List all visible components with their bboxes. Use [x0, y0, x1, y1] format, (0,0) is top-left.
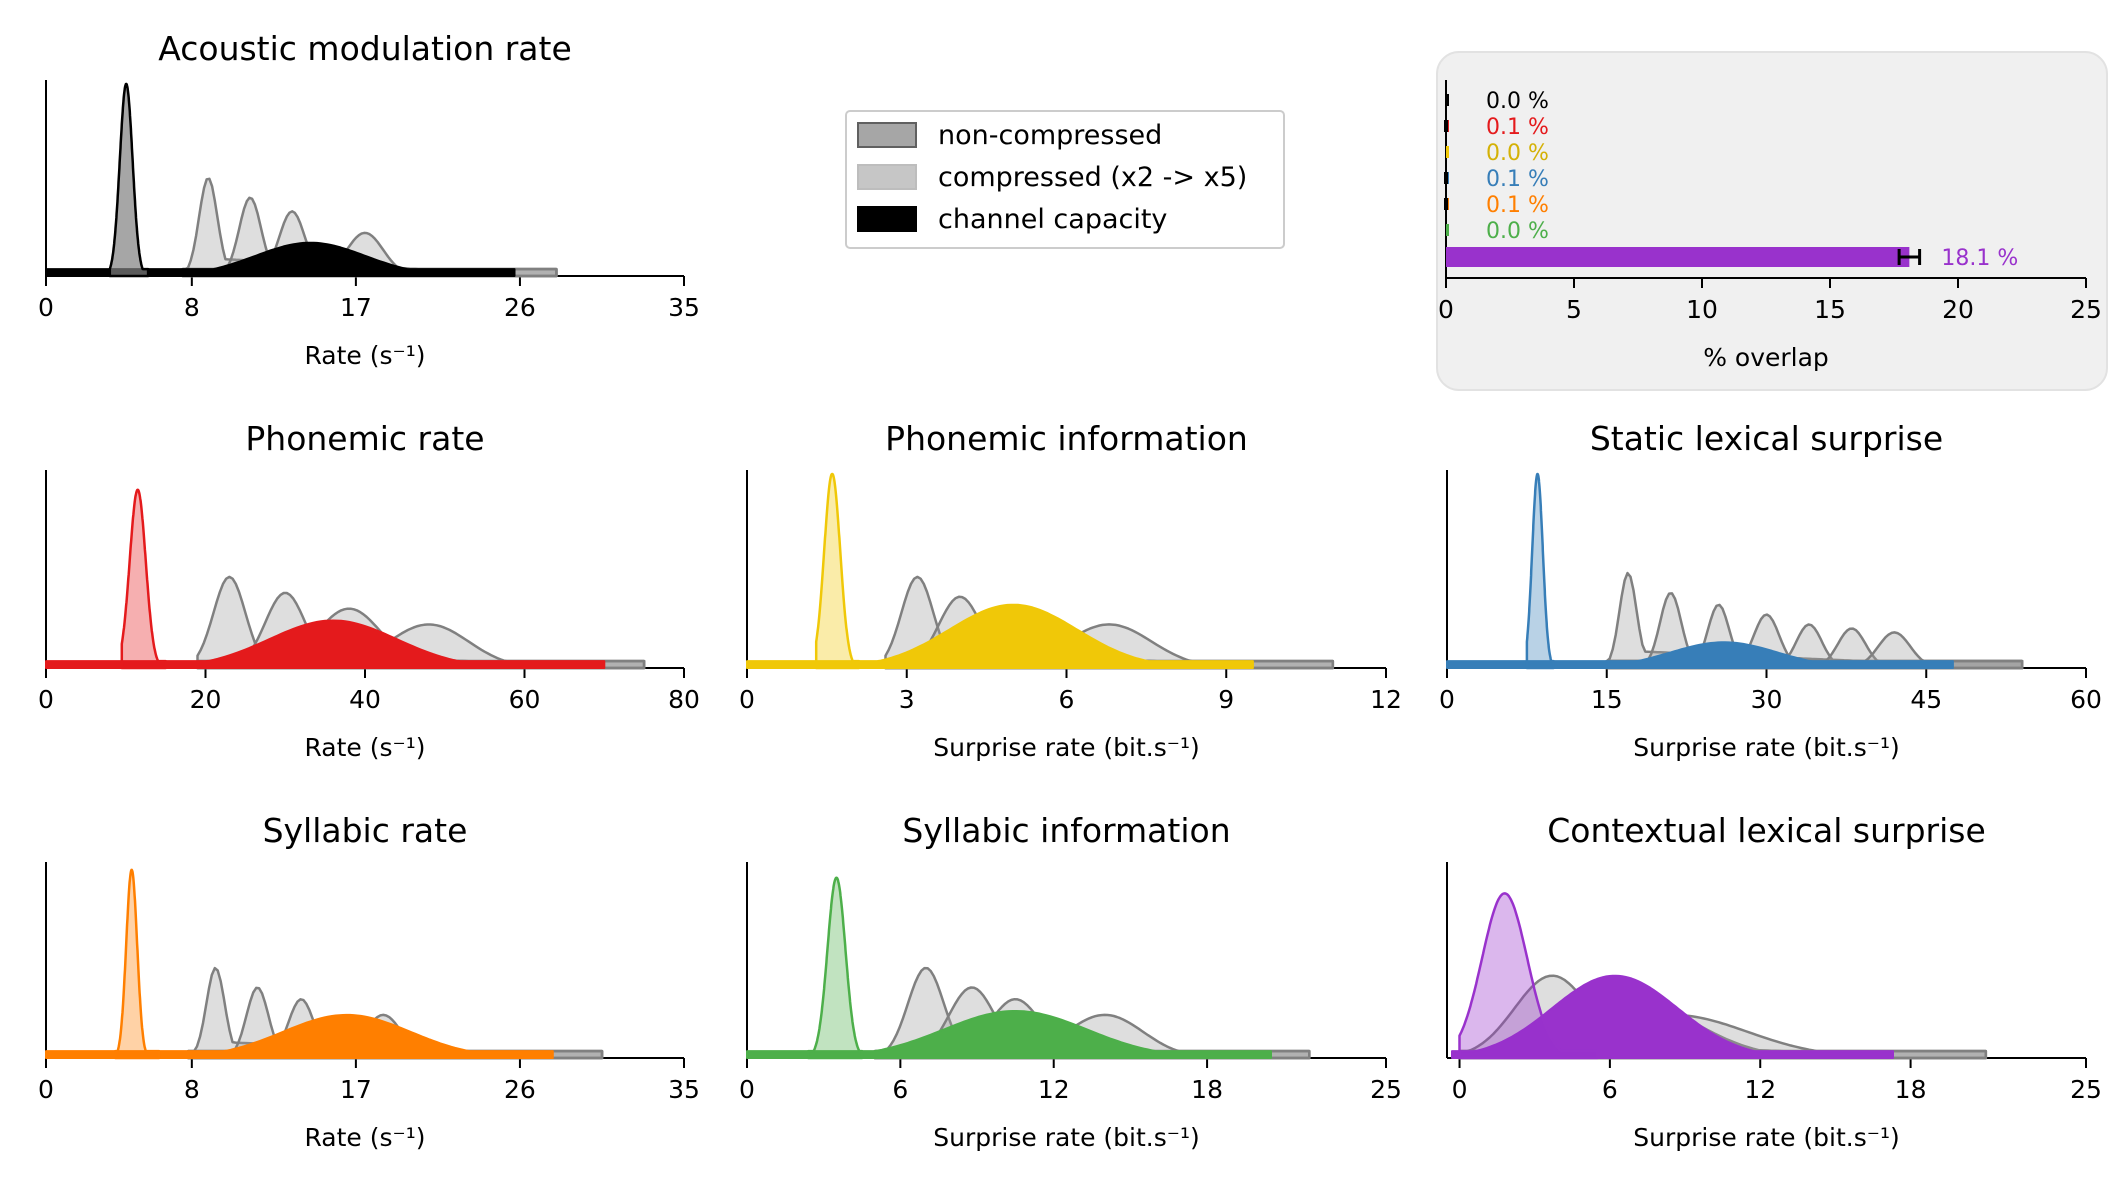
non-compressed-density [1525, 472, 1555, 670]
x-tick-label: 26 [504, 1075, 536, 1104]
x-tick-label: 60 [2070, 685, 2102, 714]
capacity-density [746, 603, 1254, 669]
x-tick-label: 6 [892, 1075, 908, 1104]
x-tick-label: 10 [1686, 295, 1718, 324]
legend-box [845, 110, 1285, 249]
non-compressed-density [814, 472, 861, 670]
density-panel: 0 20 40 60 80 Phonemic rate Rate (s⁻¹) [38, 419, 700, 762]
panel-title: Syllabic rate [263, 811, 468, 850]
non-compressed-density [108, 82, 150, 278]
x-tick-label: 20 [1942, 295, 1974, 324]
x-tick-label: 18 [1191, 1075, 1223, 1104]
density-panel: 0 3 6 9 12 Phonemic information Surprise rate … [739, 419, 1402, 762]
legend-swatch-capacity [857, 206, 917, 232]
x-tick-label: 12 [1744, 1075, 1776, 1104]
x-tick-label: 30 [1751, 685, 1783, 714]
x-tick-label: 0 [1438, 295, 1454, 324]
x-tick-label: 45 [1910, 685, 1942, 714]
x-tick-label: 25 [2070, 295, 2102, 324]
legend-swatch-compressed [857, 164, 917, 190]
x-tick-label: 40 [349, 685, 381, 714]
overlap-value-label: 0.0 % [1486, 89, 1549, 114]
x-axis-label: Rate (s⁻¹) [304, 733, 425, 762]
x-tick-label: 9 [1218, 685, 1234, 714]
x-tick-label: 25 [2070, 1075, 2102, 1104]
x-tick-label: 20 [190, 685, 222, 714]
legend: non-compressed compressed (x2 -> x5) chann… [845, 110, 1285, 249]
x-tick-label: 0 [739, 1075, 755, 1104]
non-compressed-density [807, 876, 864, 1060]
x-tick-label: 0 [1452, 1075, 1468, 1104]
x-tick-label: 0 [38, 685, 54, 714]
x-axis-label: Surprise rate (bit.s⁻¹) [933, 733, 1199, 762]
x-tick-label: 35 [668, 1075, 700, 1104]
x-tick-label: 3 [899, 685, 915, 714]
x-tick-label: 0 [38, 1075, 54, 1104]
overlap-bar [1446, 224, 1449, 236]
legend-label: non-compressed [938, 120, 1162, 151]
x-tick-label: 8 [184, 293, 200, 322]
x-tick-label: 12 [1038, 1075, 1070, 1104]
panel-title: Static lexical surprise [1590, 419, 1943, 458]
capacity-density [45, 619, 606, 669]
x-axis-label: Surprise rate (bit.s⁻¹) [1633, 733, 1899, 762]
overlap-value-label: 18.1 % [1941, 246, 2018, 271]
x-axis-label: Rate (s⁻¹) [304, 341, 425, 370]
x-tick-label: 0 [1439, 685, 1455, 714]
overlap-bar [1446, 94, 1449, 106]
panel-title: Acoustic modulation rate [158, 29, 572, 68]
density-panel: 0 6 12 18 25 Syllabic information Surprise rat… [739, 811, 1402, 1152]
legend-swatch-non-compressed [857, 122, 917, 148]
panel-title: Phonemic rate [245, 419, 484, 458]
capacity-density [45, 1013, 554, 1059]
x-tick-label: 8 [184, 1075, 200, 1104]
panel-title: Syllabic information [902, 811, 1230, 850]
overlap-value-label: 0.1 % [1486, 115, 1549, 140]
x-tick-label: 6 [1059, 685, 1075, 714]
legend-label: compressed (x2 -> x5) [938, 162, 1247, 193]
capacity-density [1451, 974, 1894, 1059]
x-tick-label: 12 [1370, 685, 1402, 714]
x-tick-label: 26 [504, 293, 536, 322]
overlap-value-label: 0.0 % [1486, 219, 1549, 244]
overlap-bar [1446, 146, 1449, 158]
panel-title: Contextual lexical surprise [1547, 811, 1986, 850]
x-tick-label: 6 [1602, 1075, 1618, 1104]
capacity-density [1446, 641, 1954, 669]
x-axis-label: Rate (s⁻¹) [304, 1123, 425, 1152]
overlap-value-label: 0.0 % [1486, 141, 1549, 166]
panel-title: Phonemic information [885, 419, 1248, 458]
non-compressed-density [114, 868, 161, 1060]
x-axis-label: Surprise rate (bit.s⁻¹) [1633, 1123, 1899, 1152]
density-panel: 0 8 17 26 35 Syllabic rate Rate (s⁻¹) [38, 811, 700, 1152]
x-tick-label: 35 [668, 293, 700, 322]
x-tick-label: 5 [1566, 295, 1582, 324]
density-panel: 0 6 12 18 25 Contextual lexical surprise Surpr… [1446, 811, 2102, 1152]
capacity-density [746, 1010, 1272, 1059]
density-panel: 0 15 30 45 60 Static lexical surprise Surprise… [1439, 419, 2102, 762]
x-tick-label: 25 [1370, 1075, 1402, 1104]
density-panel: 0 8 17 26 35 Acoustic modulation rate Rate (s⁻… [38, 29, 700, 370]
x-tick-label: 17 [340, 1075, 372, 1104]
overlap-panel-background [1436, 51, 2108, 391]
x-axis-label: % overlap [1703, 343, 1829, 372]
x-tick-label: 17 [340, 293, 372, 322]
non-compressed-density [120, 488, 167, 670]
x-axis-label: Surprise rate (bit.s⁻¹) [933, 1123, 1199, 1152]
x-tick-label: 15 [1591, 685, 1623, 714]
x-tick-label: 60 [509, 685, 541, 714]
x-tick-label: 18 [1895, 1075, 1927, 1104]
non-compressed-density [1458, 892, 1599, 1060]
overlap-value-label: 0.1 % [1486, 167, 1549, 192]
overlap-bar [1446, 247, 1910, 267]
overlap-value-label: 0.1 % [1486, 193, 1549, 218]
x-tick-label: 80 [668, 685, 700, 714]
x-tick-label: 15 [1814, 295, 1846, 324]
x-tick-label: 0 [38, 293, 54, 322]
x-tick-label: 0 [739, 685, 755, 714]
legend-label: channel capacity [938, 204, 1167, 235]
